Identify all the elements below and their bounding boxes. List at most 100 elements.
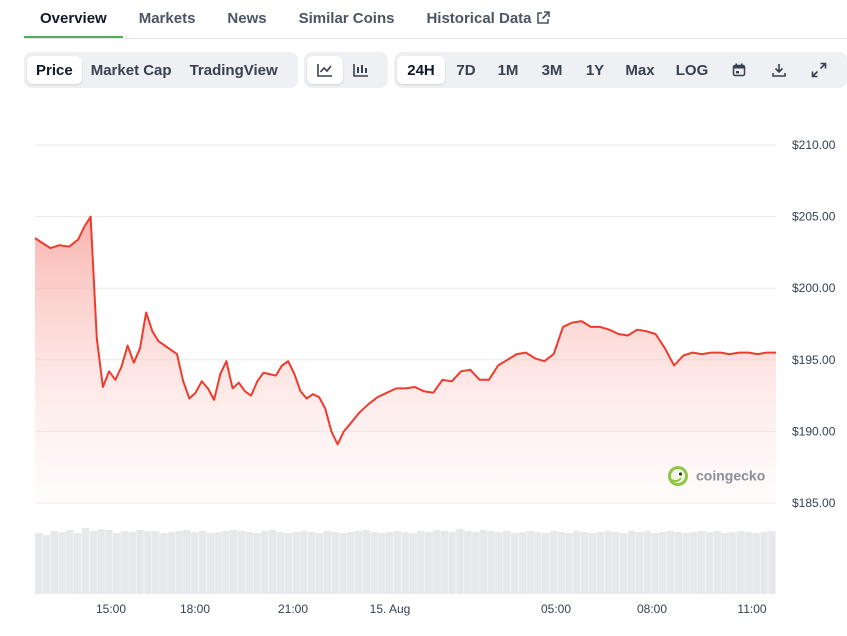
range-3m-button[interactable]: 3M	[541, 61, 563, 79]
volume-bar	[323, 531, 331, 594]
volume-bar	[565, 533, 573, 594]
y-tick-label: $190.00	[792, 424, 836, 438]
external-link-icon	[536, 11, 550, 29]
volume-bar	[300, 531, 308, 594]
volume-bar	[97, 529, 105, 594]
range-max-button[interactable]: Max	[625, 61, 655, 79]
volume-bar	[627, 531, 636, 594]
volume-bar	[674, 532, 682, 594]
volume-bar	[167, 532, 175, 594]
x-tick-label: 08:00	[637, 602, 667, 616]
range-7d-button[interactable]: 7D	[456, 61, 476, 79]
volume-bar	[42, 535, 51, 594]
y-tick-label: $200.00	[792, 281, 836, 295]
volume-bar	[339, 533, 347, 594]
volume-bar	[331, 532, 339, 594]
volume-bar	[354, 531, 363, 594]
volume-bar	[222, 531, 230, 594]
volume-bar	[690, 532, 698, 594]
volume-bar	[308, 532, 316, 594]
x-axis: 15:00 18:00 21:00 15. Aug 05:00 08:00 11:00	[96, 602, 767, 616]
market-cap-view-button[interactable]: Market Cap	[90, 61, 172, 79]
tab-bar: Overview Markets News Similar Coins Hist…	[24, 0, 847, 39]
x-tick-label: 15. Aug	[370, 602, 411, 616]
price-view-button[interactable]: Price	[27, 56, 82, 84]
volume-bar	[315, 533, 324, 594]
volume-bar	[682, 533, 690, 594]
range-1y-button[interactable]: 1Y	[585, 61, 605, 79]
calendar-icon[interactable]	[719, 56, 759, 84]
volume-bar	[471, 532, 480, 594]
volume-bar	[612, 532, 620, 594]
volume-bar	[588, 533, 597, 594]
x-tick-label: 05:00	[541, 602, 571, 616]
volume-bar	[58, 532, 66, 594]
volume-bar	[269, 530, 277, 594]
volume-bar	[479, 530, 487, 594]
y-tick-label: $185.00	[792, 496, 836, 510]
volume-bar	[230, 530, 238, 594]
volume-bar	[549, 531, 558, 594]
volume-bar	[370, 532, 378, 594]
line-chart-icon[interactable]	[307, 56, 343, 84]
volume-bar	[752, 533, 760, 594]
volume-bar	[666, 531, 675, 594]
tab-label: Overview	[40, 10, 107, 27]
volume-bar	[581, 532, 589, 594]
volume-bar	[635, 532, 643, 594]
tab-similar-coins[interactable]: Similar Coins	[283, 0, 411, 38]
tab-label: Historical Data	[426, 10, 532, 27]
volume-bar	[191, 532, 199, 594]
volume-bar	[378, 533, 386, 594]
range-24h-button[interactable]: 24H	[397, 56, 445, 84]
y-axis: $210.00 $205.00 $200.00 $195.00 $190.00 $185.…	[792, 138, 836, 510]
volume-bar	[74, 533, 82, 594]
volume-bar	[518, 532, 526, 594]
candlestick-icon[interactable]	[343, 56, 379, 84]
volume-bar	[573, 531, 581, 594]
tab-label: News	[227, 10, 267, 27]
volume-bar	[50, 531, 58, 594]
tradingview-button[interactable]: TradingView	[189, 61, 278, 79]
volume-bar	[401, 532, 409, 594]
y-tick-label: $195.00	[792, 353, 836, 367]
volume-bar	[136, 530, 144, 594]
volume-bar	[510, 533, 519, 594]
tab-markets[interactable]: Markets	[123, 0, 212, 38]
tab-news[interactable]: News	[211, 0, 282, 38]
volume-bar	[744, 532, 753, 594]
x-tick-label: 21:00	[278, 602, 308, 616]
volume-bar	[534, 532, 542, 594]
x-tick-label: 11:00	[737, 602, 766, 616]
fullscreen-icon[interactable]	[799, 56, 839, 84]
volume-bar	[604, 531, 612, 594]
download-icon[interactable]	[759, 56, 799, 84]
volume-bar	[526, 531, 534, 594]
volume-bar	[713, 531, 721, 594]
volume-bar	[729, 532, 737, 594]
range-1m-button[interactable]: 1M	[497, 61, 519, 79]
volume-bar	[448, 532, 456, 594]
volume-bar	[362, 530, 370, 594]
volume-bar	[417, 531, 425, 594]
x-tick-label: 18:00	[180, 602, 210, 616]
volume-bar	[66, 530, 74, 594]
volume-bar	[152, 531, 160, 594]
volume-bar	[120, 531, 129, 594]
volume-bar	[386, 532, 394, 594]
volume-bar	[705, 532, 714, 594]
volume-bar	[214, 532, 222, 594]
volume-bar	[768, 531, 776, 594]
volume-bar	[175, 531, 183, 594]
volume-bar	[643, 531, 651, 594]
log-scale-button[interactable]: LOG	[675, 61, 709, 79]
volume-bar	[440, 531, 448, 594]
volume-bar	[105, 530, 113, 594]
volume-bar	[659, 532, 667, 594]
volume-bar	[596, 532, 604, 594]
volume-bar	[198, 531, 207, 594]
price-chart[interactable]: $210.00 $205.00 $200.00 $195.00 $190.00 $185.…	[0, 110, 847, 636]
tab-historical-data[interactable]: Historical Data	[410, 0, 565, 38]
tab-overview[interactable]: Overview	[24, 0, 123, 38]
volume-bar	[159, 533, 168, 594]
